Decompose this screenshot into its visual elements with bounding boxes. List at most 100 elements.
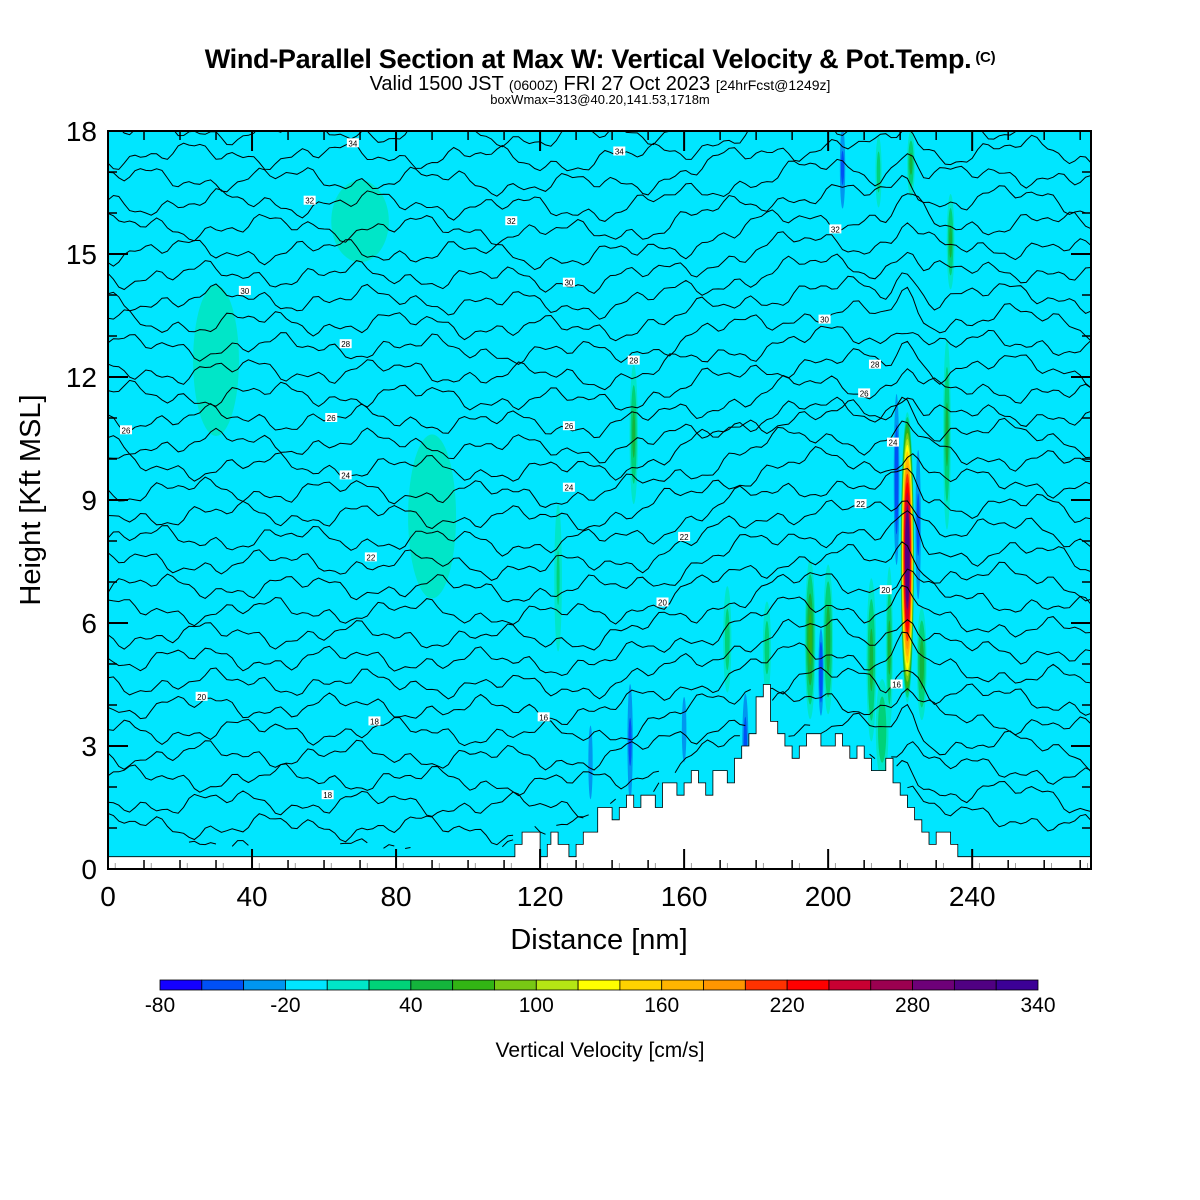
contour-label-text: 16 — [892, 681, 901, 690]
contour-label-box — [818, 314, 831, 324]
velocity-core — [877, 159, 881, 185]
colorbar-swatch — [703, 979, 746, 991]
contour-label-text: 20 — [881, 586, 890, 595]
colorbar-swatch — [410, 979, 454, 991]
y-tick-label: 15 — [66, 239, 97, 270]
contour-label-text: 32 — [305, 197, 314, 206]
contour-label-text: 18 — [370, 717, 379, 726]
contour-label-text: 34 — [348, 139, 357, 148]
contour-label-box — [368, 716, 381, 726]
contour-label-text: 18 — [323, 791, 332, 800]
theta-contour-line — [108, 499, 1091, 581]
contour-label: 32 — [505, 216, 518, 226]
theta-contour-line — [108, 584, 1091, 677]
velocity-cell — [839, 131, 846, 209]
contour-label: 28 — [339, 339, 352, 349]
contour-label: 32 — [303, 195, 316, 206]
contour-label-text: 20 — [197, 693, 206, 702]
contour-label-text: 30 — [240, 287, 249, 296]
contour-label: 24 — [562, 482, 575, 493]
contour-label-box — [562, 421, 575, 431]
contour-label-text: 16 — [539, 713, 548, 722]
chart-title: Wind-Parallel Section at Max W: Vertical… — [0, 44, 1200, 75]
contour-label-box — [879, 585, 892, 595]
contour-label-box — [120, 425, 133, 435]
contour-label-text: 22 — [856, 500, 865, 509]
velocity-core — [887, 620, 891, 675]
colorbar-swatch — [870, 979, 913, 991]
colorbar-swatch — [368, 979, 412, 991]
contour-label: 20 — [879, 585, 892, 595]
colorbar-tick-label: -80 — [145, 994, 175, 1017]
valid-utc: (0600Z) — [508, 77, 558, 93]
velocity-core — [895, 449, 899, 510]
contour-label-box — [613, 146, 626, 156]
velocity-cell — [627, 684, 633, 800]
contour-label-text: 24 — [341, 471, 350, 480]
colorbar-swatch — [619, 979, 663, 991]
box-info: boxWmax=313@40.20,141.53,1718m — [490, 92, 710, 107]
theta-contour-line — [108, 174, 1091, 246]
velocity-cell — [193, 285, 239, 436]
y-tick-label: 9 — [81, 485, 97, 516]
terrain-profile — [108, 684, 1091, 869]
colorbar-tick-label: 340 — [1020, 994, 1055, 1017]
contour-label: 18 — [321, 790, 334, 800]
velocity-cell — [331, 180, 389, 263]
velocity-core — [682, 717, 686, 742]
contour-label-box — [325, 413, 338, 422]
velocity-cell — [866, 578, 877, 742]
contour-label: 30 — [562, 277, 575, 288]
colorbar-swatch — [326, 979, 370, 991]
velocity-cell — [946, 194, 955, 290]
forecast-tag: [24hrFcst@1249z] — [715, 77, 831, 93]
velocity-cell — [681, 696, 687, 763]
contour-label-box — [829, 224, 842, 234]
contour-label-text: 26 — [564, 422, 573, 431]
y-tick-label: 3 — [81, 731, 97, 762]
colorbar-swatch — [243, 979, 286, 991]
x-tick-label: 0 — [100, 881, 116, 912]
velocity-cell — [916, 607, 927, 721]
contour-label-box — [627, 355, 640, 365]
contour-label-text: 26 — [327, 414, 336, 423]
contour-label-text: 20 — [658, 599, 667, 608]
contour-label: 20 — [656, 597, 669, 608]
colorbar-swatch — [953, 979, 997, 991]
contour-label: 28 — [868, 359, 881, 370]
theta-contour-line — [108, 703, 1091, 797]
colorbar-swatch — [912, 979, 955, 991]
colorbar: -80 -20 40 100 160 220 280 340 Vertical Velocity… — [145, 979, 1056, 1062]
x-tick-label: 160 — [661, 881, 708, 912]
colorbar-tick-label: 280 — [895, 994, 930, 1017]
x-tick-label: 120 — [517, 881, 564, 912]
contour-label-box — [562, 277, 575, 287]
colorbar-swatch — [452, 979, 495, 991]
velocity-core — [725, 620, 729, 658]
contour-label: 22 — [364, 552, 377, 562]
velocity-core — [632, 411, 636, 458]
x-axis-label: Distance [nm] — [510, 924, 687, 956]
x-tick-label: 240 — [949, 881, 996, 912]
contour-label-box — [195, 691, 208, 701]
contour-label-text: 26 — [122, 426, 131, 435]
contour-label-box — [505, 216, 518, 226]
velocity-cell — [554, 504, 562, 652]
field-background — [108, 131, 1091, 869]
x-tick-label: 40 — [236, 881, 267, 912]
theta-contour-line — [108, 631, 1091, 726]
contour-label-box — [562, 482, 575, 492]
colorbar-swatch — [661, 979, 704, 991]
contour-label: 32 — [829, 224, 842, 234]
theta-contour-line — [108, 396, 1091, 482]
theta-contour-line — [188, 785, 1091, 849]
colorbar-swatch — [995, 979, 1039, 991]
velocity-cell — [588, 725, 593, 800]
theta-contour-line — [108, 667, 1091, 747]
axes: 0 40 80 120 160 200 240 0 3 6 9 12 15 18 Distance [nm]… — [15, 116, 1091, 956]
velocity-core — [916, 497, 920, 552]
contour-label-text: 30 — [564, 279, 573, 288]
velocity-cell — [629, 364, 638, 505]
colorbar-swatch — [159, 979, 203, 991]
colorbar-title: Vertical Velocity [cm/s] — [496, 1039, 705, 1062]
